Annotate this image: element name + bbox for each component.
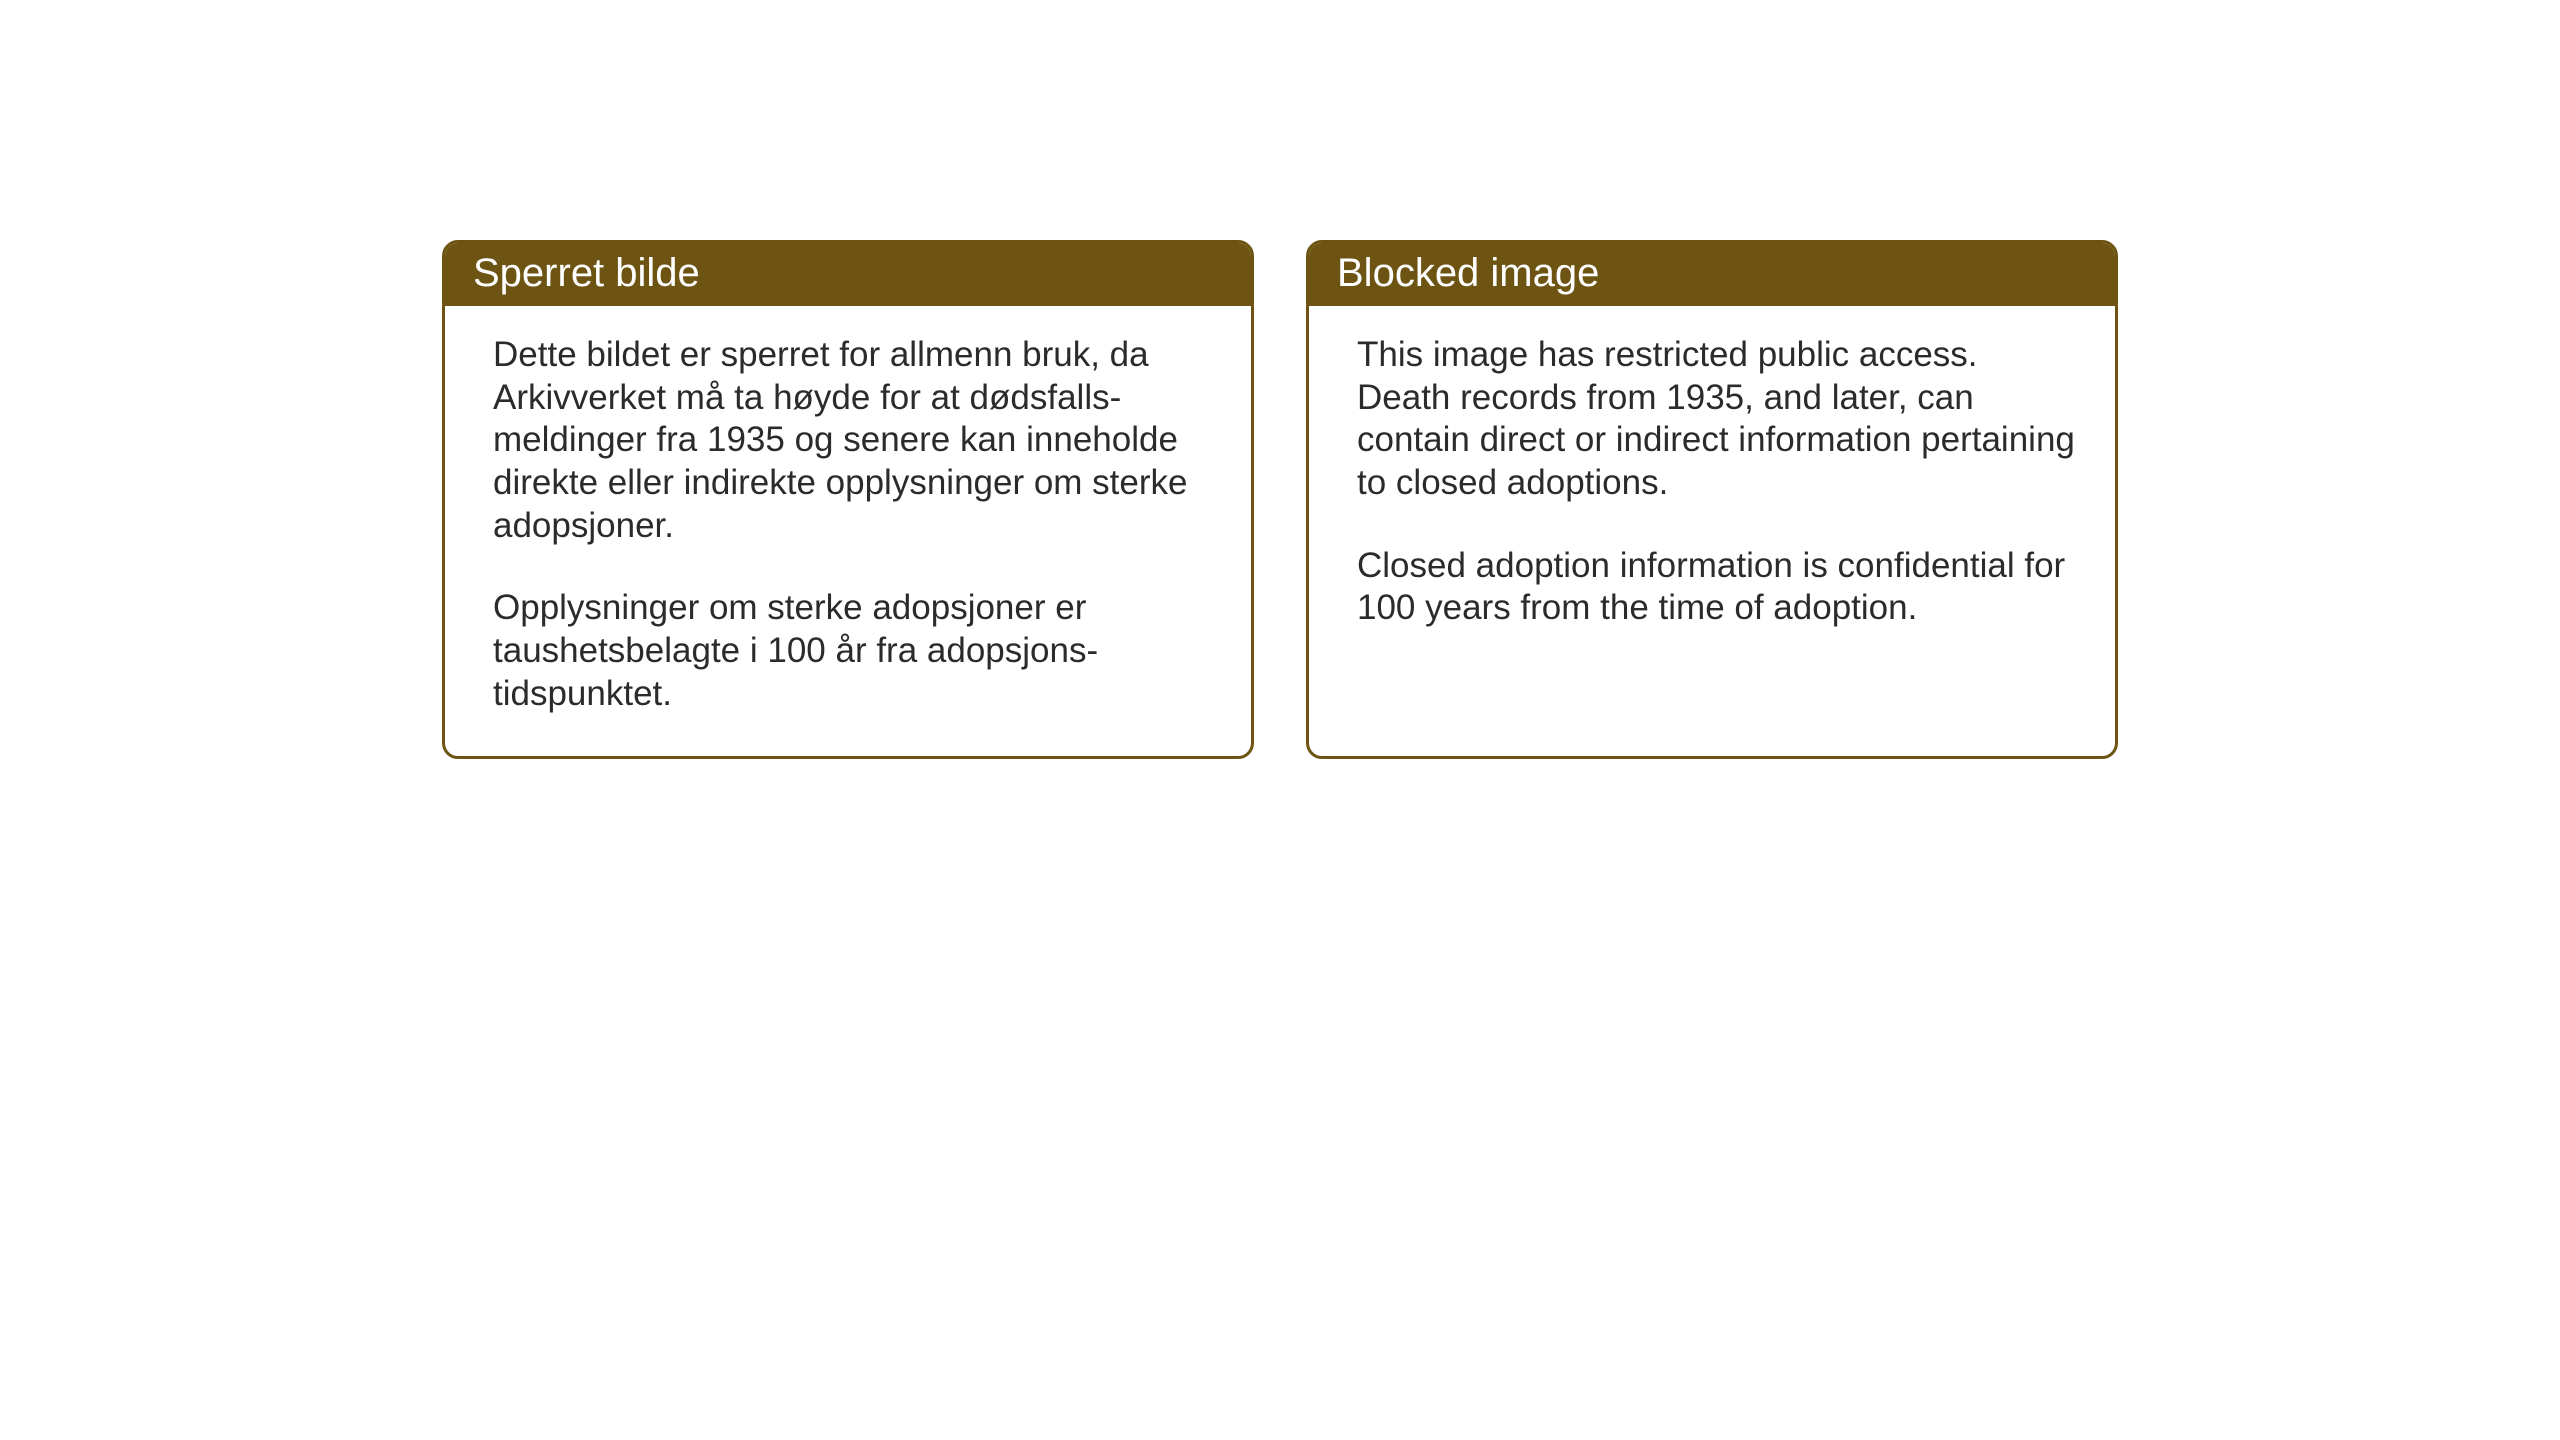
card-paragraph-no-1: Dette bildet er sperret for allmenn bruk…	[493, 334, 1211, 547]
card-paragraph-en-2: Closed adoption information is confident…	[1357, 545, 2075, 630]
card-paragraph-en-1: This image has restricted public access.…	[1357, 334, 2075, 505]
card-title-en: Blocked image	[1337, 251, 1599, 295]
blocked-image-card-en: Blocked image This image has restricted …	[1306, 240, 2118, 759]
card-header-no: Sperret bilde	[445, 243, 1251, 306]
cards-container: Sperret bilde Dette bildet er sperret fo…	[442, 240, 2118, 759]
card-paragraph-no-2: Opplysninger om sterke adopsjoner er tau…	[493, 587, 1211, 715]
card-header-en: Blocked image	[1309, 243, 2115, 306]
card-body-no: Dette bildet er sperret for allmenn bruk…	[445, 306, 1251, 756]
blocked-image-card-no: Sperret bilde Dette bildet er sperret fo…	[442, 240, 1254, 759]
card-title-no: Sperret bilde	[473, 251, 700, 295]
card-body-en: This image has restricted public access.…	[1309, 306, 2115, 746]
